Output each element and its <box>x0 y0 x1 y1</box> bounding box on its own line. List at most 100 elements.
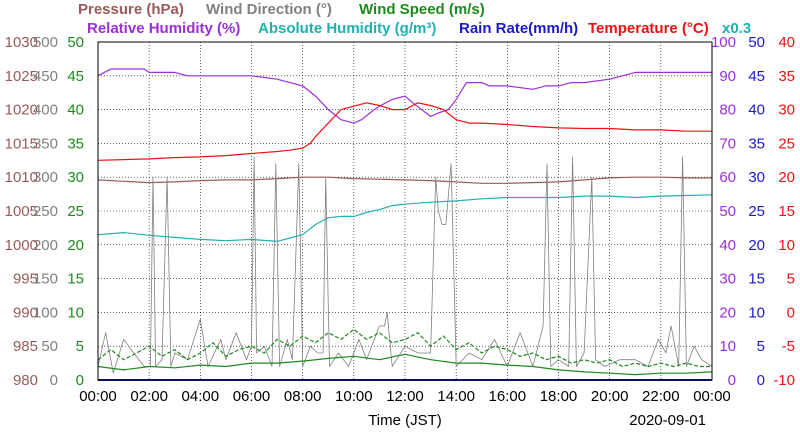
right-axes: 1009080706050403020100504540353025201510… <box>711 34 795 389</box>
y-tick-label-wind-speed: 0 <box>76 372 84 389</box>
absolute-humidity-legend: Absolute Humidity (g/m³) <box>258 20 437 37</box>
y-tick-label-temperature: 10 <box>778 237 795 254</box>
y-tick-label-wind-speed: 50 <box>67 34 84 51</box>
left-axes: 1030102510201015101010051000995990985980… <box>5 34 84 389</box>
series-relative-humidity <box>97 68 712 124</box>
relative-humidity-legend: Relative Humidity (%) <box>87 20 241 37</box>
y-tick-label-relative-humidity: 60 <box>719 169 736 186</box>
y-tick-label-wind-direction: 200 <box>33 237 58 254</box>
x-tick-label: 12:00 <box>386 388 424 405</box>
y-tick-label-rain-rate: 20 <box>748 237 765 254</box>
y-tick-label-rain-rate: 5 <box>757 338 765 355</box>
y-tick-label-wind-speed: 25 <box>67 203 84 220</box>
series-absolute-humidity <box>97 194 713 242</box>
y-tick-label-relative-humidity: 100 <box>711 34 736 51</box>
y-tick-label-rain-rate: 15 <box>748 271 765 288</box>
date-label: 2020-09-01 <box>629 412 706 429</box>
y-tick-label-pressure: 1000 <box>5 237 38 254</box>
y-tick-label-wind-direction: 400 <box>33 102 58 119</box>
y-tick-label-relative-humidity: 40 <box>719 237 736 254</box>
x-tick-label: 22:00 <box>642 388 680 405</box>
wind-speed-legend: Wind Speed (m/s) <box>359 1 485 18</box>
y-tick-label-rain-rate: 25 <box>748 203 765 220</box>
plot-frame <box>97 41 713 381</box>
y-tick-label-pressure: 1020 <box>5 102 38 119</box>
y-tick-label-wind-speed: 45 <box>67 68 84 85</box>
x-tick-label: 18:00 <box>540 388 578 405</box>
y-tick-label-pressure: 1025 <box>5 68 38 85</box>
y-tick-label-pressure: 1005 <box>5 203 38 220</box>
y-tick-label-wind-direction: 100 <box>33 304 58 321</box>
y-tick-label-temperature: 0 <box>787 304 795 321</box>
y-tick-label-wind-direction: 500 <box>33 34 58 51</box>
series-wind-speed-gust <box>97 328 712 368</box>
y-tick-label-rain-rate: 0 <box>757 372 765 389</box>
x-tick-label: 00:00 <box>693 388 731 405</box>
series-wind-speed <box>97 353 713 376</box>
rain-rate-legend: Rain Rate(mm/h) <box>459 20 579 37</box>
y-tick-label-temperature: 15 <box>778 203 795 220</box>
y-tick-label-wind-direction: 250 <box>33 203 58 220</box>
y-tick-label-temperature: 35 <box>778 68 795 85</box>
x-tick-label: 06:00 <box>233 388 271 405</box>
y-tick-label-temperature: -10 <box>773 372 795 389</box>
y-tick-label-pressure: 990 <box>13 304 38 321</box>
y-tick-label-relative-humidity: 70 <box>719 135 736 152</box>
y-tick-label-relative-humidity: 50 <box>719 203 736 220</box>
y-tick-label-relative-humidity: 20 <box>719 304 736 321</box>
x-tick-label: 00:00 <box>79 388 117 405</box>
y-tick-label-wind-speed: 10 <box>67 304 84 321</box>
y-tick-label-rain-rate: 10 <box>748 304 765 321</box>
y-tick-label-wind-direction: 0 <box>50 372 58 389</box>
y-tick-label-wind-speed: 35 <box>67 135 84 152</box>
y-tick-label-wind-speed: 15 <box>67 271 84 288</box>
y-tick-label-temperature: 20 <box>778 169 795 186</box>
y-tick-label-rain-rate: 45 <box>748 68 765 85</box>
y-tick-label-wind-direction: 50 <box>41 338 58 355</box>
y-tick-label-relative-humidity: 10 <box>719 338 736 355</box>
y-tick-label-wind-speed: 5 <box>76 338 84 355</box>
grid <box>98 42 712 380</box>
y-tick-label-rain-rate: 40 <box>748 102 765 119</box>
y-tick-label-relative-humidity: 80 <box>719 102 736 119</box>
y-tick-label-relative-humidity: 30 <box>719 271 736 288</box>
y-tick-label-rain-rate: 30 <box>748 169 765 186</box>
y-tick-label-temperature: 30 <box>778 102 795 119</box>
x-tick-label: 16:00 <box>489 388 527 405</box>
y-tick-label-wind-speed: 30 <box>67 169 84 186</box>
y-tick-label-wind-direction: 150 <box>33 271 58 288</box>
y-tick-label-wind-direction: 450 <box>33 68 58 85</box>
y-tick-label-pressure: 1030 <box>5 34 38 51</box>
y-tick-label-wind-speed: 20 <box>67 237 84 254</box>
y-tick-label-pressure: 1010 <box>5 169 38 186</box>
x-tick-label: 10:00 <box>335 388 373 405</box>
y-tick-label-relative-humidity: 90 <box>719 68 736 85</box>
series-wind-direction <box>97 156 713 374</box>
x-tick-label: 04:00 <box>182 388 220 405</box>
y-tick-label-temperature: -5 <box>782 338 795 355</box>
wind-direction-legend: Wind Direction (°) <box>206 1 332 18</box>
series-temperature <box>97 102 712 161</box>
y-tick-label-rain-rate: 35 <box>748 135 765 152</box>
x-tick-label: 20:00 <box>591 388 629 405</box>
y-tick-label-wind-direction: 350 <box>33 135 58 152</box>
y-tick-label-temperature: 25 <box>778 135 795 152</box>
temperature-legend: Temperature (°C) <box>588 20 709 37</box>
y-tick-label-pressure: 985 <box>13 338 38 355</box>
scale-note: x0.3 <box>722 20 752 37</box>
y-tick-label-pressure: 1015 <box>5 135 38 152</box>
x-tick-label: 02:00 <box>130 388 168 405</box>
series-pressure <box>97 176 712 184</box>
y-tick-label-temperature: 40 <box>778 34 795 51</box>
y-tick-label-pressure: 995 <box>13 271 38 288</box>
pressure-legend: Pressure (hPa) <box>78 1 184 18</box>
x-tick-label: 14:00 <box>437 388 475 405</box>
y-tick-label-pressure: 980 <box>13 372 38 389</box>
y-tick-label-wind-direction: 300 <box>33 169 58 186</box>
x-axis-label: Time (JST) <box>368 412 442 429</box>
y-tick-label-wind-speed: 40 <box>67 102 84 119</box>
y-tick-label-rain-rate: 50 <box>748 34 765 51</box>
y-tick-label-relative-humidity: 0 <box>728 372 736 389</box>
x-axis: 00:00 02:00 04:00 06:00 08:00 10:00 12:00 14:00… <box>79 388 731 405</box>
